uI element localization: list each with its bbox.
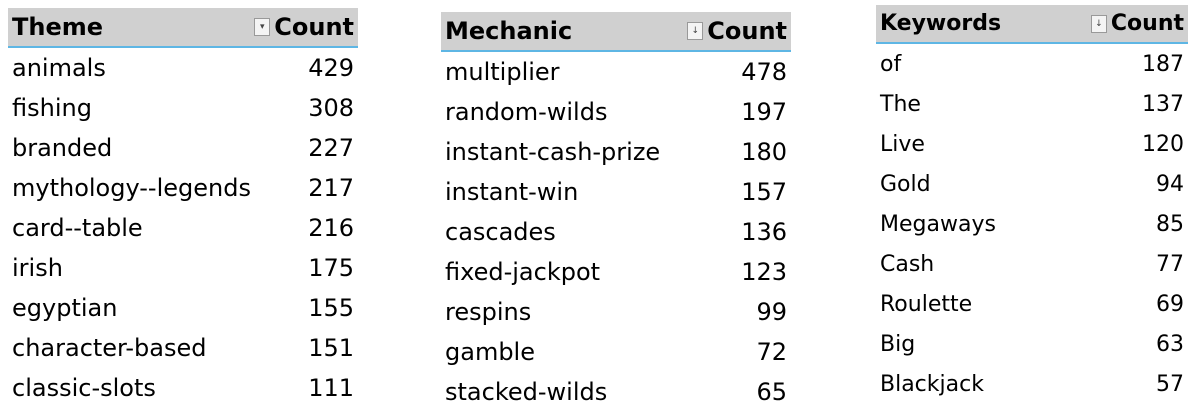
row-count: 85 xyxy=(1156,211,1184,237)
row-count: 187 xyxy=(1142,51,1184,77)
row-label: instant-cash-prize xyxy=(445,138,661,166)
row-count: 478 xyxy=(741,58,787,86)
row-count: 120 xyxy=(1142,131,1184,157)
table-row: irish 175 xyxy=(8,248,358,288)
table-row: of 187 xyxy=(876,44,1188,84)
row-label: Big xyxy=(880,331,916,357)
row-label: multiplier xyxy=(445,58,560,86)
table-row: multiplier 478 xyxy=(441,52,791,92)
row-count: 217 xyxy=(308,174,354,202)
row-label: cascades xyxy=(445,218,556,246)
row-count: 69 xyxy=(1156,291,1184,317)
count-header-label: Count xyxy=(707,17,787,45)
row-count: 155 xyxy=(308,294,354,322)
sort-descending-icon[interactable]: ↓ xyxy=(687,22,704,40)
row-label: respins xyxy=(445,298,532,326)
table-row: Big 63 xyxy=(876,324,1188,364)
row-count: 63 xyxy=(1156,331,1184,357)
row-label: irish xyxy=(12,254,63,282)
table-row: The 137 xyxy=(876,84,1188,124)
table-row: respins 99 xyxy=(441,292,791,332)
row-label: Cash xyxy=(880,251,935,277)
table-row: character-based 151 xyxy=(8,328,358,368)
row-label: stacked-wilds xyxy=(445,378,608,406)
table-row: Cash 77 xyxy=(876,244,1188,284)
theme-pivot-table: Theme ▾ Count animals 429 fishing 308 br… xyxy=(8,8,358,408)
row-label: of xyxy=(880,51,902,77)
row-label: random-wilds xyxy=(445,98,608,126)
row-count: 72 xyxy=(756,338,787,366)
table-row: gamble 72 xyxy=(441,332,791,372)
table-row: random-wilds 197 xyxy=(441,92,791,132)
row-count: 57 xyxy=(1156,371,1184,397)
table-row: mythology--legends 217 xyxy=(8,168,358,208)
table-row: branded 227 xyxy=(8,128,358,168)
row-label: classic-slots xyxy=(12,374,156,402)
table-row: animals 429 xyxy=(8,48,358,88)
row-count: 197 xyxy=(741,98,787,126)
count-header-label: Count xyxy=(1110,11,1184,36)
row-count: 157 xyxy=(741,178,787,206)
row-label: The xyxy=(880,91,921,117)
row-count: 123 xyxy=(741,258,787,286)
row-count: 77 xyxy=(1156,251,1184,277)
table-header: Mechanic ↓ Count xyxy=(441,12,791,52)
row-label: instant-win xyxy=(445,178,579,206)
row-count: 65 xyxy=(756,378,787,406)
table-row: card--table 216 xyxy=(8,208,358,248)
table-row: fixed-jackpot 123 xyxy=(441,252,791,292)
row-count: 111 xyxy=(308,374,354,402)
row-label: Gold xyxy=(880,171,931,197)
column-header-label: Keywords xyxy=(880,11,1002,36)
row-label: animals xyxy=(12,54,106,82)
row-label: fishing xyxy=(12,94,92,122)
row-label: character-based xyxy=(12,334,207,362)
row-count: 151 xyxy=(308,334,354,362)
keywords-pivot-table: Keywords ↓ Count of 187 The 137 Live 120… xyxy=(876,5,1188,404)
dropdown-arrow-icon[interactable]: ▾ xyxy=(254,18,271,36)
count-header-label: Count xyxy=(274,13,354,41)
row-count: 136 xyxy=(741,218,787,246)
column-header-label: Mechanic xyxy=(445,17,573,45)
table-row: Live 120 xyxy=(876,124,1188,164)
table-row: fishing 308 xyxy=(8,88,358,128)
mechanic-pivot-table: Mechanic ↓ Count multiplier 478 random-w… xyxy=(441,12,791,412)
row-label: Roulette xyxy=(880,291,973,317)
table-header: Theme ▾ Count xyxy=(8,8,358,48)
row-count: 175 xyxy=(308,254,354,282)
column-header-label: Theme xyxy=(12,13,104,41)
row-count: 99 xyxy=(756,298,787,326)
row-label: card--table xyxy=(12,214,143,242)
table-row: Megaways 85 xyxy=(876,204,1188,244)
row-count: 180 xyxy=(741,138,787,166)
table-row: classic-slots 111 xyxy=(8,368,358,408)
table-row: cascades 136 xyxy=(441,212,791,252)
table-row: instant-cash-prize 180 xyxy=(441,132,791,172)
table-row: instant-win 157 xyxy=(441,172,791,212)
table-row: stacked-wilds 65 xyxy=(441,372,791,412)
row-count: 227 xyxy=(308,134,354,162)
row-label: egyptian xyxy=(12,294,118,322)
table-row: Blackjack 57 xyxy=(876,364,1188,404)
row-count: 308 xyxy=(308,94,354,122)
row-label: gamble xyxy=(445,338,535,366)
row-label: Live xyxy=(880,131,925,157)
row-label: Blackjack xyxy=(880,371,984,397)
sort-descending-icon[interactable]: ↓ xyxy=(1090,14,1107,33)
row-label: Megaways xyxy=(880,211,996,237)
table-row: egyptian 155 xyxy=(8,288,358,328)
table-row: Gold 94 xyxy=(876,164,1188,204)
row-count: 94 xyxy=(1156,171,1184,197)
table-row: Roulette 69 xyxy=(876,284,1188,324)
table-header: Keywords ↓ Count xyxy=(876,5,1188,44)
row-count: 137 xyxy=(1142,91,1184,117)
row-count: 429 xyxy=(308,54,354,82)
row-label: branded xyxy=(12,134,113,162)
row-label: mythology--legends xyxy=(12,174,251,202)
row-label: fixed-jackpot xyxy=(445,258,601,286)
row-count: 216 xyxy=(308,214,354,242)
